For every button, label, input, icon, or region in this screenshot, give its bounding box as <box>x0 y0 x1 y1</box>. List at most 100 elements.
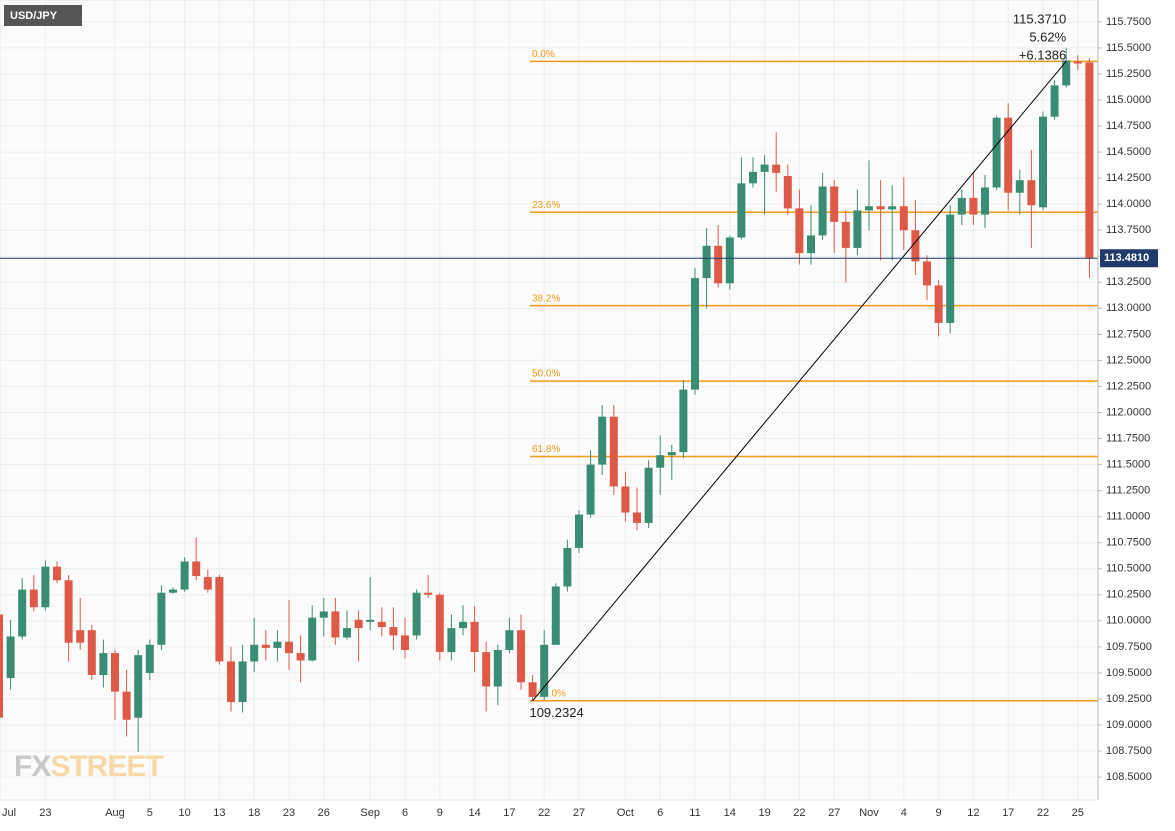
candle-body <box>250 644 259 662</box>
candle-body <box>807 235 815 254</box>
fibonacci: 0.0% 23.6% 38.2% 50.0% 61.8% 100.0% <box>530 49 1098 702</box>
x-tick-label: 11 <box>689 807 700 819</box>
candle-body <box>261 644 270 648</box>
candle-body <box>621 486 630 513</box>
x-tick-label: Oct <box>617 807 634 819</box>
x-tick-label: 13 <box>213 807 225 819</box>
candle-body <box>227 661 235 703</box>
candle-body <box>853 210 862 248</box>
candle-body <box>319 611 328 618</box>
y-tick-label: 112.7500 <box>1106 328 1151 340</box>
y-tick-label: 114.2500 <box>1106 172 1151 184</box>
candle-body <box>830 186 839 222</box>
candle-body <box>377 621 386 628</box>
candle-body <box>1073 61 1082 64</box>
x-tick-label: 27 <box>828 807 840 819</box>
y-tick-label: 110.7500 <box>1106 537 1151 549</box>
x-tick-label: 22 <box>793 807 805 819</box>
watermark-street: STREET <box>50 750 163 783</box>
candle-body <box>6 636 15 679</box>
candle-body <box>1039 116 1047 208</box>
current-price-box <box>1100 249 1158 268</box>
y-tick-label: 113.0000 <box>1106 302 1151 314</box>
x-tick-label: 17 <box>503 807 515 819</box>
candle-body <box>714 245 723 284</box>
candle-body <box>783 176 792 209</box>
y-tick-label: 109.0000 <box>1106 719 1152 731</box>
overlays: 109.2324 115.3710 5.62% +6.1386 <box>0 11 1098 720</box>
candle-body <box>667 452 676 456</box>
x-tick-label: 18 <box>248 807 260 819</box>
candle-body <box>285 641 293 654</box>
candles <box>0 47 1094 753</box>
candle-body <box>459 621 467 629</box>
candle-body <box>517 630 525 683</box>
candle-body <box>470 621 479 653</box>
candle-body <box>679 389 688 453</box>
candle-body <box>702 245 711 279</box>
candle-body <box>134 655 143 718</box>
candle-body <box>981 187 989 215</box>
y-tick-label: 109.2500 <box>1106 693 1152 705</box>
candle-body <box>482 652 491 687</box>
candle-body <box>99 653 108 675</box>
y-tick-label: 111.2500 <box>1106 485 1150 497</box>
candle-body <box>215 577 224 662</box>
y-tick-label: 112.0000 <box>1106 406 1151 418</box>
y-tick-label: 113.2500 <box>1106 276 1151 288</box>
y-tick-label: 115.0000 <box>1106 94 1151 106</box>
y-tick-label: 109.7500 <box>1106 641 1152 653</box>
candle-body <box>366 619 375 622</box>
x-tick-label: 25 <box>1072 807 1084 819</box>
x-tick-label: 12 <box>967 807 979 819</box>
candle-body <box>424 592 433 595</box>
candle-body <box>957 197 966 215</box>
fib-label: 38.2% <box>532 293 560 304</box>
candle-body <box>598 416 607 465</box>
candle-body <box>238 661 247 703</box>
candle-body <box>644 467 653 523</box>
y-tick-label: 110.2500 <box>1106 589 1151 601</box>
candle-body <box>818 186 827 236</box>
y-tick-label: 115.5000 <box>1106 42 1151 54</box>
plot-area <box>0 0 1099 801</box>
candle-body <box>1027 180 1036 206</box>
fib-label: 61.8% <box>532 444 560 455</box>
x-tick-label: 17 <box>1002 807 1014 819</box>
x-tick-label: 23 <box>39 807 51 819</box>
x-tick-label: Nov <box>859 807 879 819</box>
watermark: FXSTREET <box>14 750 163 783</box>
trendline <box>532 61 1067 702</box>
candle-body <box>656 455 665 468</box>
y-tick-label: 110.0000 <box>1106 615 1151 627</box>
candle-body <box>401 635 409 650</box>
candle-body <box>64 580 73 643</box>
candle-body <box>934 285 943 323</box>
candle-body <box>435 594 444 653</box>
y-tick-label: 112.5000 <box>1106 354 1151 366</box>
candle-body <box>203 577 212 590</box>
candle-body <box>447 628 456 653</box>
candle-body <box>551 586 560 645</box>
candle-body <box>865 206 873 211</box>
candle-body <box>111 653 119 692</box>
candle-body <box>1085 62 1094 259</box>
candle-body <box>992 117 1001 188</box>
candle-body <box>169 589 177 593</box>
candle-body <box>505 630 514 650</box>
candle-body <box>53 566 61 581</box>
current-price-label: 113.4810 <box>1104 252 1149 264</box>
candle-body <box>969 197 978 215</box>
x-tick-label: 10 <box>178 807 190 819</box>
x-tick-label: 19 <box>758 807 770 819</box>
x-tick-label: 9 <box>437 807 443 819</box>
candle-body <box>888 206 897 210</box>
candle-body <box>157 592 166 645</box>
fib-label: 0.0% <box>532 49 555 60</box>
candle-body <box>528 682 537 697</box>
candle-body <box>899 206 908 231</box>
candle-body <box>308 617 317 661</box>
y-tick-label: 113.7500 <box>1106 224 1151 236</box>
candle-body <box>633 512 641 523</box>
x-tick-label: 6 <box>657 807 663 819</box>
